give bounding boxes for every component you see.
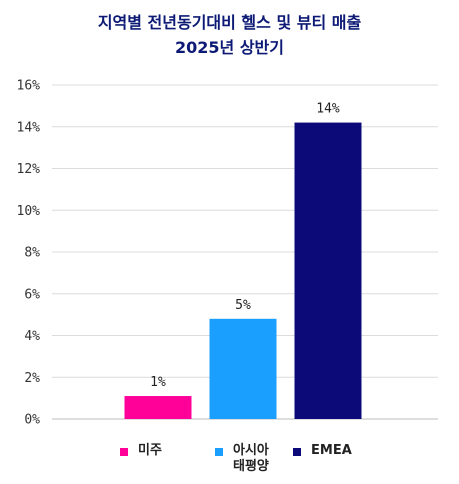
bar [294, 122, 362, 419]
legend-swatch-americas [120, 448, 128, 456]
bar-data-label: 5% [235, 298, 251, 313]
y-tick-label: 6% [24, 287, 40, 302]
bar-data-label: 14% [316, 102, 340, 117]
chart-title: 지역별 전년동기대비 헬스 및 뷰티 매출 [97, 13, 362, 32]
bar [209, 318, 277, 419]
y-tick-label: 8% [24, 246, 40, 261]
y-tick-label: 14% [17, 120, 41, 135]
legend-label-asia-pacific-wrap: 아시아 태평양 [233, 443, 269, 475]
y-tick-label: 16% [17, 79, 41, 94]
legend-swatch-asia-pacific [215, 448, 223, 456]
bar-data-label: 1% [150, 375, 166, 390]
bar [124, 396, 192, 419]
y-tick-label: 0% [24, 413, 40, 428]
legend-label-emea: EMEA [311, 443, 352, 458]
legend-swatch-emea [293, 448, 301, 456]
chart-subtitle: 2025년 상반기 [175, 38, 284, 57]
y-tick-label: 2% [24, 371, 40, 386]
legend-label-asia-pacific-line2: 태평양 [233, 459, 269, 474]
legend-label-americas: 미주 [138, 443, 162, 458]
y-tick-label: 12% [17, 162, 41, 177]
legend-item-emea: EMEA [293, 443, 352, 459]
legend-label-asia-pacific-line1: 아시아 [233, 443, 269, 458]
bar-chart: 0% 2% 4% 6% 8% 10% 12% 14% 16% 1% 5% 14% [17, 79, 438, 428]
legend-item-asia-pacific: 아시아 태평양 [215, 443, 269, 475]
legend: 미주 아시아 태평양 EMEA [0, 443, 459, 483]
y-tick-label: 4% [24, 329, 40, 344]
y-tick-label: 10% [17, 204, 41, 219]
legend-item-americas: 미주 [120, 443, 162, 459]
